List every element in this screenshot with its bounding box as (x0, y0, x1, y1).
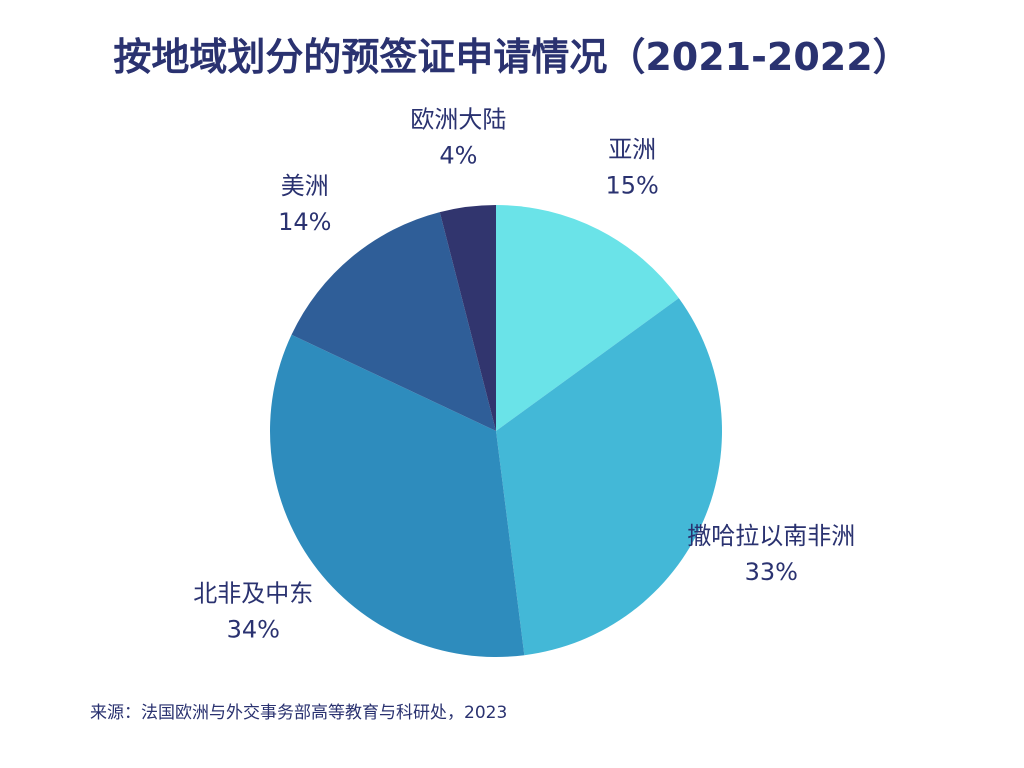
slice-value-2: 34% (227, 615, 280, 643)
slice-label-2: 北非及中东 (193, 579, 313, 607)
slice-label-0: 亚洲 (608, 136, 656, 164)
slice-value-0: 15% (606, 172, 659, 200)
pie-slice-2 (270, 334, 525, 657)
pie-slice-4 (439, 205, 496, 431)
pie-slice-0 (496, 205, 679, 431)
slice-value-4: 4% (439, 141, 477, 169)
slice-label-3: 美洲 (281, 172, 329, 200)
pie-slice-3 (291, 212, 496, 431)
slice-label-4: 欧洲大陆 (410, 105, 506, 133)
slice-value-3: 14% (278, 208, 331, 236)
source-note: 来源：法国欧洲与外交事务部高等教育与科研处，2023 (90, 703, 508, 723)
pie-slices (270, 205, 722, 657)
slice-label-1: 撒哈拉以南非洲 (687, 522, 855, 550)
pie-labels: 亚洲 15% 撒哈拉以南非洲 33% 北非及中东 34% 美洲 14% 欧洲大陆 4% (193, 105, 855, 643)
pie-slice-1 (496, 298, 722, 656)
chart-title: 按地域划分的预签证申请情况（2021-2022） (113, 35, 911, 79)
slice-value-1: 33% (745, 558, 798, 586)
